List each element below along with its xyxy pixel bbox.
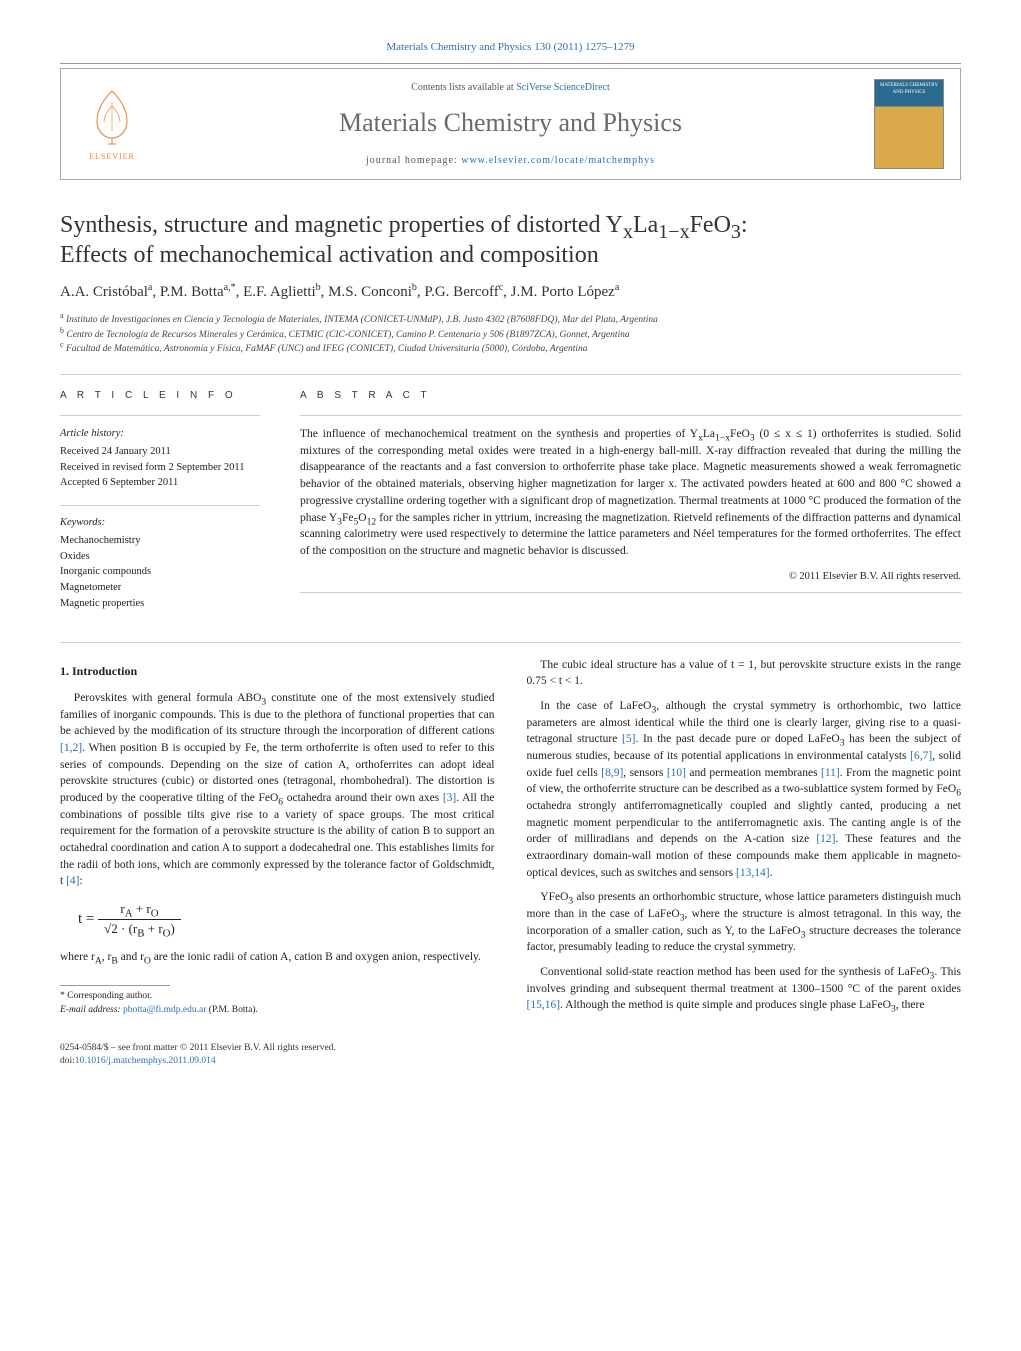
doi-line: doi:10.1016/j.matchemphys.2011.09.014 bbox=[60, 1055, 336, 1068]
citation-link[interactable]: Materials Chemistry and Physics 130 (201… bbox=[386, 41, 634, 53]
rule-below-abstract bbox=[60, 642, 961, 643]
doi-link[interactable]: 10.1016/j.matchemphys.2011.09.014 bbox=[75, 1056, 216, 1066]
section-heading-intro: 1. Introduction bbox=[60, 663, 495, 680]
affiliation-b: b Centro de Tecnología de Recursos Miner… bbox=[60, 328, 961, 342]
revised-date: Received in revised form 2 September 201… bbox=[60, 460, 260, 476]
elsevier-label: ELSEVIER bbox=[77, 151, 147, 162]
para-3: In the case of LaFeO3, although the crys… bbox=[527, 698, 962, 881]
eq-lhs: t = bbox=[78, 911, 94, 927]
title-line-1: Synthesis, structure and magnetic proper… bbox=[60, 212, 748, 238]
eq-denominator: √2 · (rB + rO) bbox=[98, 920, 181, 939]
para-5: Conventional solid-state reaction method… bbox=[527, 964, 962, 1014]
footer-left: 0254-0584/$ – see front matter © 2011 El… bbox=[60, 1042, 336, 1069]
footnote-rule bbox=[60, 985, 170, 986]
contents-prefix: Contents lists available at bbox=[411, 82, 516, 93]
history-label: Article history: bbox=[60, 426, 260, 442]
journal-header: ELSEVIER Contents lists available at Sci… bbox=[60, 68, 961, 180]
email-suffix: (P.M. Botta). bbox=[206, 1005, 257, 1015]
tree-icon bbox=[82, 86, 142, 146]
article-title: Synthesis, structure and magnetic proper… bbox=[60, 210, 961, 270]
keyword: Mechanochemistry bbox=[60, 533, 260, 549]
info-abstract-row: a r t i c l e i n f o Article history: R… bbox=[60, 389, 961, 611]
doi-prefix: doi: bbox=[60, 1056, 75, 1066]
rule-info-1 bbox=[60, 415, 260, 416]
homepage-prefix: journal homepage: bbox=[366, 155, 461, 166]
cover-text: MATERIALS CHEMISTRY AND PHYSICS bbox=[880, 83, 938, 95]
affiliation-a: a Instituto de Investigaciones en Cienci… bbox=[60, 313, 961, 327]
homepage-link[interactable]: www.elsevier.com/locate/matchemphys bbox=[461, 155, 655, 166]
eq-numerator: rA + rO bbox=[98, 900, 181, 920]
rule-abs-1 bbox=[300, 415, 961, 416]
corresponding-author-footnote: * Corresponding author. E-mail address: … bbox=[60, 990, 495, 1017]
accepted-date: Accepted 6 September 2011 bbox=[60, 475, 260, 491]
keyword: Inorganic compounds bbox=[60, 564, 260, 580]
journal-cover-thumb: MATERIALS CHEMISTRY AND PHYSICS bbox=[874, 79, 944, 169]
footnote-email: E-mail address: pbotta@fi.mdp.edu.ar (P.… bbox=[60, 1004, 495, 1017]
article-history: Article history: Received 24 January 201… bbox=[60, 426, 260, 491]
keyword: Magnetic properties bbox=[60, 596, 260, 612]
keywords-list: Mechanochemistry Oxides Inorganic compou… bbox=[60, 533, 260, 612]
keyword: Oxides bbox=[60, 549, 260, 565]
rule-top bbox=[60, 63, 961, 64]
title-line-2: Effects of mechanochemical activation an… bbox=[60, 242, 599, 268]
elsevier-logo: ELSEVIER bbox=[77, 86, 147, 162]
keywords-label: Keywords: bbox=[60, 516, 260, 531]
para-1: Perovskites with general formula ABO3 co… bbox=[60, 690, 495, 890]
contents-line: Contents lists available at SciVerse Sci… bbox=[147, 81, 874, 95]
email-link[interactable]: pbotta@fi.mdp.edu.ar bbox=[123, 1005, 206, 1015]
affiliation-c: c Facultad de Matemática, Astronomía y F… bbox=[60, 342, 961, 356]
received-date: Received 24 January 2011 bbox=[60, 444, 260, 460]
footnote-star: * Corresponding author. bbox=[60, 990, 495, 1003]
rule-abs-2 bbox=[300, 592, 961, 593]
email-label: E-mail address: bbox=[60, 1005, 123, 1015]
running-head: Materials Chemistry and Physics 130 (201… bbox=[60, 40, 961, 55]
copyright-line: © 2011 Elsevier B.V. All rights reserved… bbox=[300, 570, 961, 585]
eq-fraction: rA + rO √2 · (rB + rO) bbox=[98, 900, 181, 939]
body-columns: 1. Introduction Perovskites with general… bbox=[60, 657, 961, 1022]
article-info: a r t i c l e i n f o Article history: R… bbox=[60, 389, 260, 611]
abstract: a b s t r a c t The influence of mechano… bbox=[300, 389, 961, 611]
sciencedirect-link[interactable]: SciVerse ScienceDirect bbox=[516, 82, 610, 93]
para-2: The cubic ideal structure has a value of… bbox=[527, 657, 962, 690]
journal-name: Materials Chemistry and Physics bbox=[147, 105, 874, 141]
keyword: Magnetometer bbox=[60, 580, 260, 596]
front-matter-line: 0254-0584/$ – see front matter © 2011 El… bbox=[60, 1042, 336, 1055]
para-4: YFeO3 also presents an orthorhombic stru… bbox=[527, 889, 962, 956]
header-center: Contents lists available at SciVerse Sci… bbox=[147, 81, 874, 167]
equation-goldschmidt: t = rA + rO √2 · (rB + rO) bbox=[78, 900, 495, 939]
para-1b: where rA, rB and rO are the ionic radii … bbox=[60, 949, 495, 966]
page-footer: 0254-0584/$ – see front matter © 2011 El… bbox=[60, 1022, 961, 1069]
info-heading: a r t i c l e i n f o bbox=[60, 389, 260, 403]
rule-info-2 bbox=[60, 505, 260, 506]
abstract-heading: a b s t r a c t bbox=[300, 389, 961, 403]
affiliations: a Instituto de Investigaciones en Cienci… bbox=[60, 313, 961, 356]
author-list: A.A. Cristóbala, P.M. Bottaa,*, E.F. Agl… bbox=[60, 282, 961, 303]
abstract-text: The influence of mechanochemical treatme… bbox=[300, 426, 961, 559]
homepage-line: journal homepage: www.elsevier.com/locat… bbox=[147, 154, 874, 168]
rule-above-info bbox=[60, 374, 961, 375]
